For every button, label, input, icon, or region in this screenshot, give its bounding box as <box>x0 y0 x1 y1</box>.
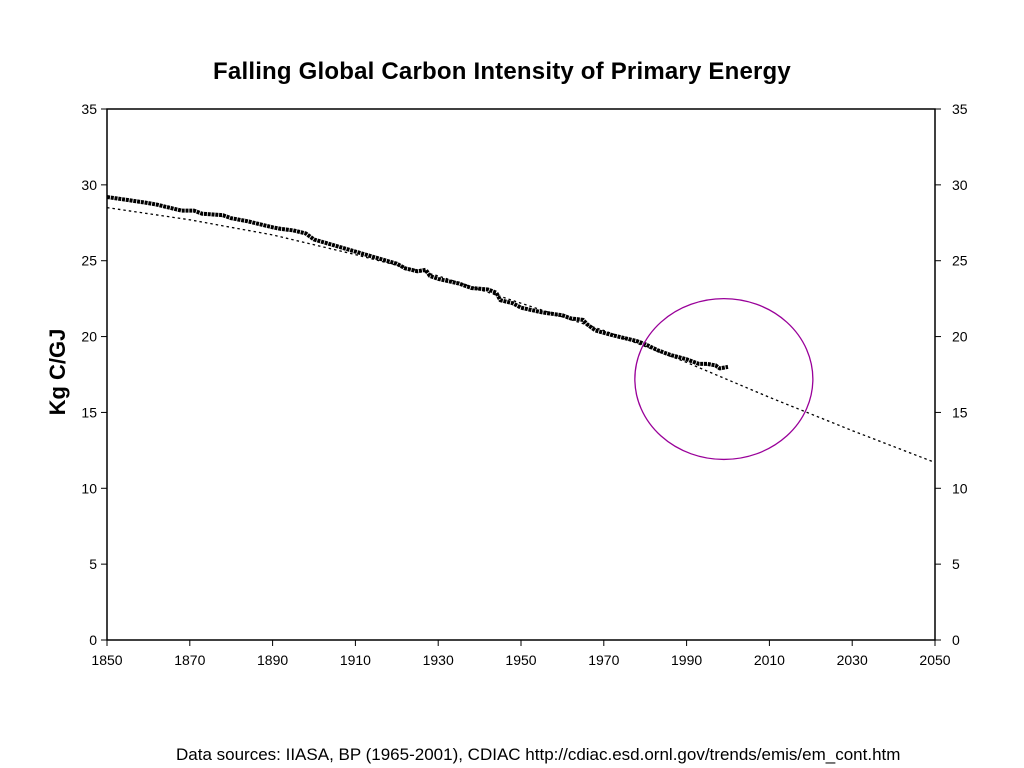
x-tick-label: 2010 <box>754 652 785 668</box>
y-tick-label: 25 <box>81 253 97 269</box>
x-tick-label: 1870 <box>174 652 205 668</box>
x-tick-label: 1950 <box>505 652 536 668</box>
x-tick-label: 1970 <box>588 652 619 668</box>
chart-svg: 1850 1870 1890 1910 1930 1950 1970 1990 2010 2030… <box>81 101 968 668</box>
y-right-tick-label: 10 <box>952 480 968 496</box>
data-series-line <box>106 195 729 371</box>
y-right-tick-label: 25 <box>952 253 968 269</box>
y-tick-label: 0 <box>89 632 97 648</box>
x-tick-label: 1930 <box>423 652 454 668</box>
y-right-tick-label: 0 <box>952 632 960 648</box>
y-tick-label: 5 <box>89 556 97 572</box>
y-right-tick-label: 20 <box>952 329 968 345</box>
data-sources-footnote: Data sources: IIASA, BP (1965-2001), CDI… <box>176 745 901 764</box>
plot-frame <box>106 108 936 641</box>
y-tick-label: 35 <box>81 101 97 117</box>
highlight-ellipse <box>634 297 814 461</box>
y-right-tick-label: 35 <box>952 101 968 117</box>
x-tick-label: 2030 <box>837 652 868 668</box>
y-right-tick-label: 5 <box>952 556 960 572</box>
x-tick-label: 1850 <box>91 652 122 668</box>
x-tick-label: 1890 <box>257 652 288 668</box>
y-tick-label: 20 <box>81 329 97 345</box>
chart-title: Falling Global Carbon Intensity of Prima… <box>213 58 791 85</box>
x-tick-label: 1910 <box>340 652 371 668</box>
y-tick-label: 30 <box>81 177 97 193</box>
y-right-tick-label: 15 <box>952 404 968 420</box>
y-tick-label: 15 <box>81 404 97 420</box>
x-tick-label: 2050 <box>919 652 950 668</box>
x-tick-label: 1990 <box>671 652 702 668</box>
y-tick-label: 10 <box>81 480 97 496</box>
trend-line <box>106 206 936 464</box>
y-right-tick-label: 30 <box>952 177 968 193</box>
